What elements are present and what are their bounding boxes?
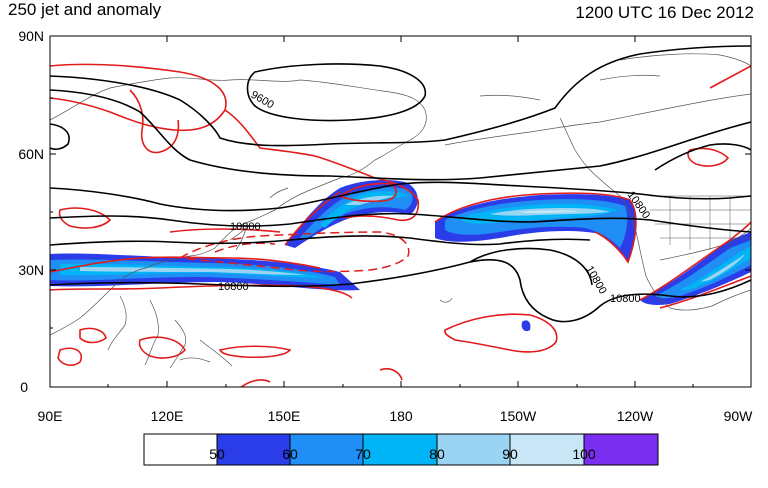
height-contours [50, 45, 751, 323]
colorbar [143, 433, 659, 466]
us-state-borders [650, 195, 751, 250]
x-tick-label: 150E [267, 408, 301, 424]
x-tick-label: 120E [150, 408, 184, 424]
jet-streak-atlantic [640, 232, 751, 305]
colorbar-swatch [289, 433, 364, 466]
jet-speck [521, 320, 531, 332]
anomaly-contours [50, 63, 751, 387]
contour-label: 10800 [230, 221, 261, 233]
colorbar-label: 100 [572, 446, 596, 462]
colorbar-label: 70 [355, 446, 371, 462]
colorbar-label: 90 [502, 446, 518, 462]
colorbar-swatch [583, 433, 659, 466]
colorbar-swatch [362, 433, 438, 466]
x-tick-label: 180 [389, 408, 413, 424]
colorbar-swatch [436, 433, 511, 466]
y-tick-label: 30N [18, 262, 44, 278]
contour-label: 10800 [610, 293, 641, 305]
contour-label: 10800 [218, 281, 249, 293]
jet-streak-west [50, 253, 360, 291]
y-tick-label: 0 [20, 379, 28, 395]
contour-label: 10800 [583, 264, 609, 296]
map-title: 250 jet and anomaly [8, 0, 162, 19]
x-tick-label: 150W [499, 408, 537, 424]
y-tick-label: 60N [18, 146, 44, 162]
colorbar-swatch [509, 433, 585, 466]
jet-streak-north-pacific [435, 194, 636, 262]
axis-ticks [50, 35, 751, 388]
colorbar-label: 80 [429, 446, 445, 462]
colorbar-swatch [143, 433, 218, 466]
x-tick-label: 90E [37, 408, 63, 424]
map-datetime: 1200 UTC 16 Dec 2012 [575, 3, 754, 22]
negative-anomaly-contours [179, 231, 410, 273]
y-tick-label: 90N [18, 28, 44, 44]
colorbar-label: 60 [282, 446, 298, 462]
contour-label: 9600 [249, 89, 276, 112]
x-tick-label: 90W [723, 408, 753, 424]
colorbar-label: 50 [209, 446, 225, 462]
x-tick-label: 120W [616, 408, 654, 424]
